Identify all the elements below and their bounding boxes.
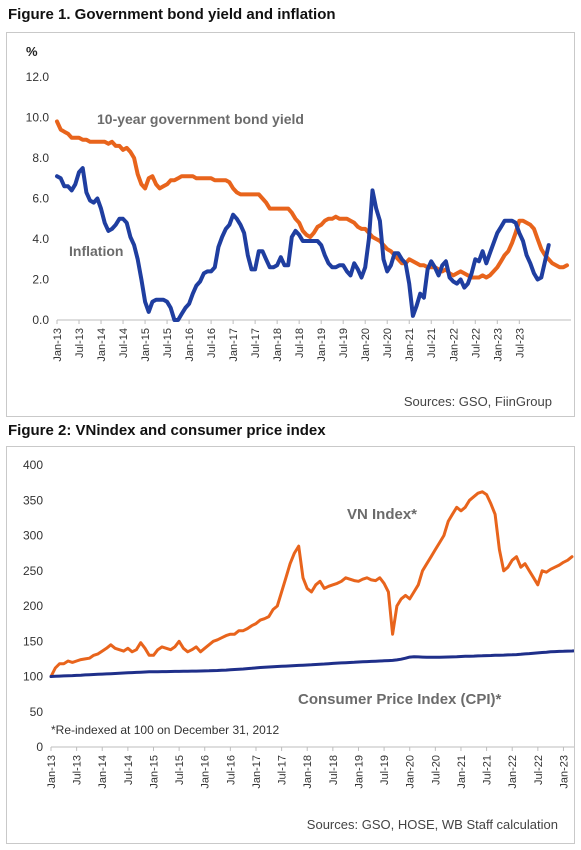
figure1-source: Sources: GSO, FiinGroup	[404, 394, 552, 409]
x-tick-label: Jul-23	[514, 328, 526, 358]
x-tick-label: Jan-19	[316, 328, 328, 362]
figure2-series-label-cpi: Consumer Price Index (CPI)*	[298, 691, 502, 708]
x-tick-label: Jul-15	[162, 328, 174, 358]
x-tick-label: Jan-13	[46, 755, 58, 789]
y-tick-label: 2.0	[32, 273, 49, 287]
figure2-y-ticks: 0 50 100 150 200 250 300 350 400	[23, 458, 43, 754]
figure1-y-ticks: 0.0 2.0 4.0 6.0 8.0 10.0 12.0	[26, 70, 50, 327]
figure1-x-ticks: Jan-13 Jul-13 Jan-14 Jul-14 Jan-15 Jul-15 Jan-…	[52, 319, 571, 362]
x-tick-label: Jul-17	[277, 755, 289, 785]
y-tick-label: 150	[23, 634, 43, 648]
x-tick-label: Jul-13	[72, 755, 84, 785]
y-tick-label: 10.0	[26, 111, 50, 125]
x-tick-label: Jul-20	[430, 755, 442, 785]
x-tick-label: Jul-15	[174, 755, 186, 785]
x-tick-label: Jan-16	[200, 755, 212, 789]
x-tick-label: Jan-14	[96, 328, 108, 362]
y-tick-label: 6.0	[32, 192, 49, 206]
y-tick-label: 0	[36, 740, 43, 754]
x-tick-label: Jan-15	[140, 328, 152, 362]
figure1-ylabel: %	[26, 44, 38, 59]
x-tick-label: Jan-16	[184, 328, 196, 362]
x-tick-label: Jan-19	[353, 755, 365, 789]
series-line-1	[55, 166, 551, 322]
x-tick-label: Jan-23	[558, 755, 570, 789]
figure2-note: *Re-indexed at 100 on December 31, 2012	[51, 723, 279, 737]
y-tick-label: 4.0	[32, 232, 49, 246]
y-tick-label: 400	[23, 458, 43, 472]
x-tick-label: Jan-20	[360, 328, 372, 362]
y-tick-label: 300	[23, 529, 43, 543]
figure1-series-label-inflation: Inflation	[69, 243, 123, 259]
x-tick-label: Jul-21	[482, 755, 494, 785]
y-tick-label: 250	[23, 564, 43, 578]
figure1-panel: 0.0 2.0 4.0 6.0 8.0 10.0 12.0 Jan-13 Jul-13 Jan-…	[6, 32, 575, 417]
series-line-0	[49, 490, 574, 678]
x-tick-label: Jul-14	[118, 328, 130, 358]
figure2-panel: 0 50 100 150 200 250 300 350 400 Jan-13 Jul-13 Jan…	[6, 446, 575, 844]
y-tick-label: 200	[23, 599, 43, 613]
x-tick-label: Jan-22	[448, 328, 460, 362]
x-tick-label: Jul-14	[123, 755, 135, 785]
x-tick-label: Jan-13	[52, 328, 64, 362]
x-tick-label: Jul-19	[379, 755, 391, 785]
y-tick-label: 0.0	[32, 313, 49, 327]
x-tick-label: Jul-18	[328, 755, 340, 785]
x-tick-label: Jan-17	[228, 328, 240, 362]
x-tick-label: Jul-16	[206, 328, 218, 358]
y-tick-label: 8.0	[32, 151, 49, 165]
figure1-series-label-bond: 10-year government bond yield	[97, 111, 304, 127]
x-tick-label: Jul-22	[470, 328, 482, 358]
figure1-title: Figure 1. Government bond yield and infl…	[8, 6, 336, 23]
x-tick-label: Jul-16	[225, 755, 237, 785]
series-line-0	[55, 119, 569, 280]
x-tick-label: Jan-17	[251, 755, 263, 789]
x-tick-label: Jan-18	[272, 328, 284, 362]
x-tick-label: Jan-14	[97, 755, 109, 789]
y-tick-label: 12.0	[26, 70, 50, 84]
x-tick-label: Jan-21	[456, 755, 468, 789]
x-tick-label: Jan-18	[302, 755, 314, 789]
x-tick-label: Jul-13	[74, 328, 86, 358]
y-tick-label: 100	[23, 670, 43, 684]
x-tick-label: Jan-20	[405, 755, 417, 789]
y-tick-label: 350	[23, 493, 43, 507]
y-tick-label: 50	[30, 705, 44, 719]
x-tick-label: Jul-17	[250, 328, 262, 358]
figure2-series-label-vnindex: VN Index*	[347, 506, 417, 523]
x-tick-label: Jan-21	[404, 328, 416, 362]
x-tick-label: Jul-21	[426, 328, 438, 358]
series-line-1	[49, 649, 574, 678]
figure2-series	[49, 490, 574, 678]
figure1-series	[55, 119, 569, 322]
x-tick-label: Jan-22	[507, 755, 519, 789]
x-tick-label: Jan-23	[492, 328, 504, 362]
x-tick-label: Jan-15	[148, 755, 160, 789]
figure2-title: Figure 2: VNindex and consumer price ind…	[8, 422, 326, 439]
figure2-source: Sources: GSO, HOSE, WB Staff calculation	[307, 817, 558, 832]
x-tick-label: Jul-20	[382, 328, 394, 358]
figure2-x-ticks: Jan-13 Jul-13 Jan-14 Jul-14 Jan-15 Jul-15 Jan-…	[46, 746, 574, 789]
x-tick-label: Jul-19	[338, 328, 350, 358]
figure1-chart: 0.02.04.06.08.010.012.0 Jan-13 Jul-13 Jan-…	[26, 44, 571, 409]
x-tick-label: Jul-22	[533, 755, 545, 785]
x-tick-label: Jul-18	[294, 328, 306, 358]
